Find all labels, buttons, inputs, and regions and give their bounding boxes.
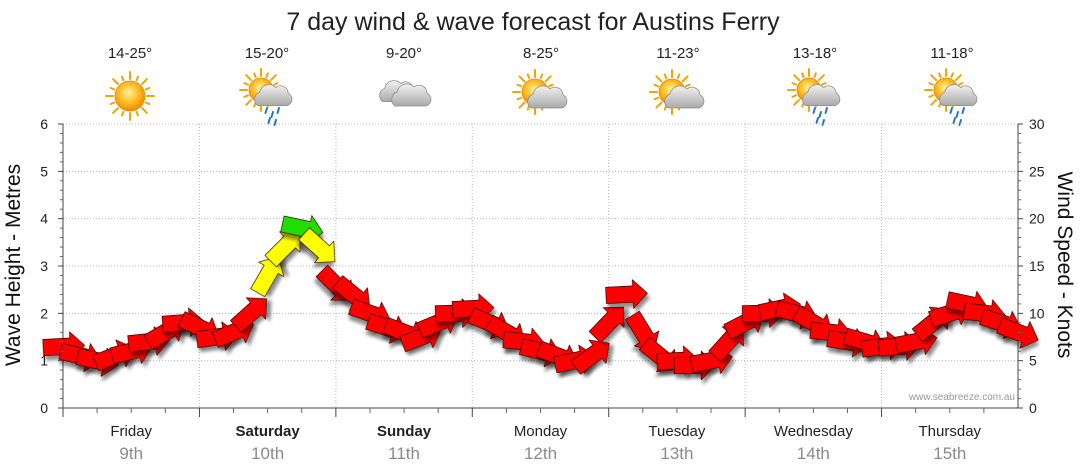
temperature-label: 14-25° bbox=[108, 45, 152, 62]
temperature-label: 8-25° bbox=[523, 45, 559, 62]
cloud-shape bbox=[802, 84, 841, 106]
day-name-label: Thursday bbox=[919, 423, 982, 440]
right-tick-label: 0 bbox=[1029, 400, 1037, 416]
day-name-label: Saturday bbox=[236, 423, 301, 440]
day-name-label: Tuesday bbox=[648, 423, 705, 440]
day-name-label: Wednesday bbox=[774, 423, 853, 440]
temperature-label: 11-23° bbox=[656, 45, 699, 62]
source-credit: www.seabreeze.com.au bbox=[908, 392, 1015, 403]
wind-arrow bbox=[996, 317, 1039, 349]
day-date-label: 12th bbox=[524, 444, 557, 463]
weather-icons bbox=[105, 68, 978, 126]
left-tick-label: 5 bbox=[40, 163, 48, 179]
left-tick-label: 6 bbox=[40, 116, 48, 132]
cloud-shape bbox=[391, 83, 432, 107]
right-tick-label: 20 bbox=[1029, 211, 1045, 227]
wind-arrow bbox=[588, 306, 625, 344]
wind-arrow bbox=[250, 256, 285, 298]
wind-arrow bbox=[298, 227, 336, 263]
sun-cloud-rain-icon bbox=[239, 68, 293, 126]
right-axis-title: Wind Speed - Knots bbox=[1053, 172, 1076, 359]
wind-arrow bbox=[605, 279, 648, 309]
day-date-label: 9th bbox=[119, 444, 143, 463]
left-axis: 0 1 2 3 4 5 6 bbox=[40, 116, 63, 416]
right-tick-label: 10 bbox=[1029, 305, 1045, 321]
left-tick-label: 1 bbox=[40, 353, 48, 369]
right-tick-label: 25 bbox=[1029, 163, 1045, 179]
cloud-shape bbox=[527, 85, 568, 109]
right-tick-label: 15 bbox=[1029, 258, 1045, 274]
day-name-label: Friday bbox=[110, 423, 152, 440]
sun-cloud-icon bbox=[649, 69, 705, 115]
cloud-shape bbox=[664, 85, 705, 109]
wind-arrow bbox=[264, 231, 301, 268]
cloudy-icon bbox=[379, 80, 432, 107]
temperature-label: 9-20° bbox=[386, 45, 422, 62]
sun-cloud-rain-icon bbox=[924, 68, 978, 126]
day-date-label: 11th bbox=[388, 444, 420, 463]
left-tick-label: 3 bbox=[40, 258, 48, 274]
day-name-label: Sunday bbox=[377, 423, 432, 440]
right-tick-label: 5 bbox=[1029, 353, 1037, 369]
wind-arrow bbox=[230, 297, 268, 333]
rain-drops bbox=[812, 107, 828, 126]
temperature-labels: 14-25° 15-20° 9-20° 8-25° 11-23° 13-18° 11-18° bbox=[108, 45, 974, 62]
day-date-label: 10th bbox=[251, 444, 284, 463]
wind-arrow bbox=[570, 339, 610, 375]
rain-drops bbox=[264, 107, 280, 126]
sun-cloud-rain-icon bbox=[787, 68, 841, 126]
right-axis: 0 5 10 15 20 25 30 bbox=[1018, 116, 1045, 416]
day-date-label: 14th bbox=[797, 444, 830, 463]
sunny-icon bbox=[105, 71, 155, 121]
cloud-shape bbox=[939, 84, 978, 106]
left-axis-title: Wave Height - Metres bbox=[2, 164, 25, 366]
sun-disc bbox=[114, 80, 146, 112]
day-date-label: 15th bbox=[933, 444, 966, 463]
sun-rays bbox=[105, 71, 155, 121]
plot-area bbox=[62, 123, 1019, 409]
sun-cloud-icon bbox=[512, 69, 568, 115]
left-tick-label: 2 bbox=[40, 305, 48, 321]
left-tick-label: 4 bbox=[40, 211, 48, 227]
x-axis: Friday 9th Saturday 10th Sunday 11th Monday 12t… bbox=[62, 408, 985, 463]
chart-title: 7 day wind & wave forecast for Austins F… bbox=[286, 8, 780, 36]
wind-arrows bbox=[42, 215, 1039, 381]
right-tick-label: 30 bbox=[1029, 116, 1045, 132]
day-name-label: Monday bbox=[514, 423, 568, 440]
temperature-label: 15-20° bbox=[245, 45, 289, 62]
temperature-label: 11-18° bbox=[930, 45, 973, 62]
rain-drops bbox=[949, 107, 965, 126]
cloud-shape bbox=[254, 84, 293, 106]
left-tick-label: 0 bbox=[40, 400, 48, 416]
day-date-label: 13th bbox=[660, 444, 693, 463]
temperature-label: 13-18° bbox=[793, 45, 837, 62]
